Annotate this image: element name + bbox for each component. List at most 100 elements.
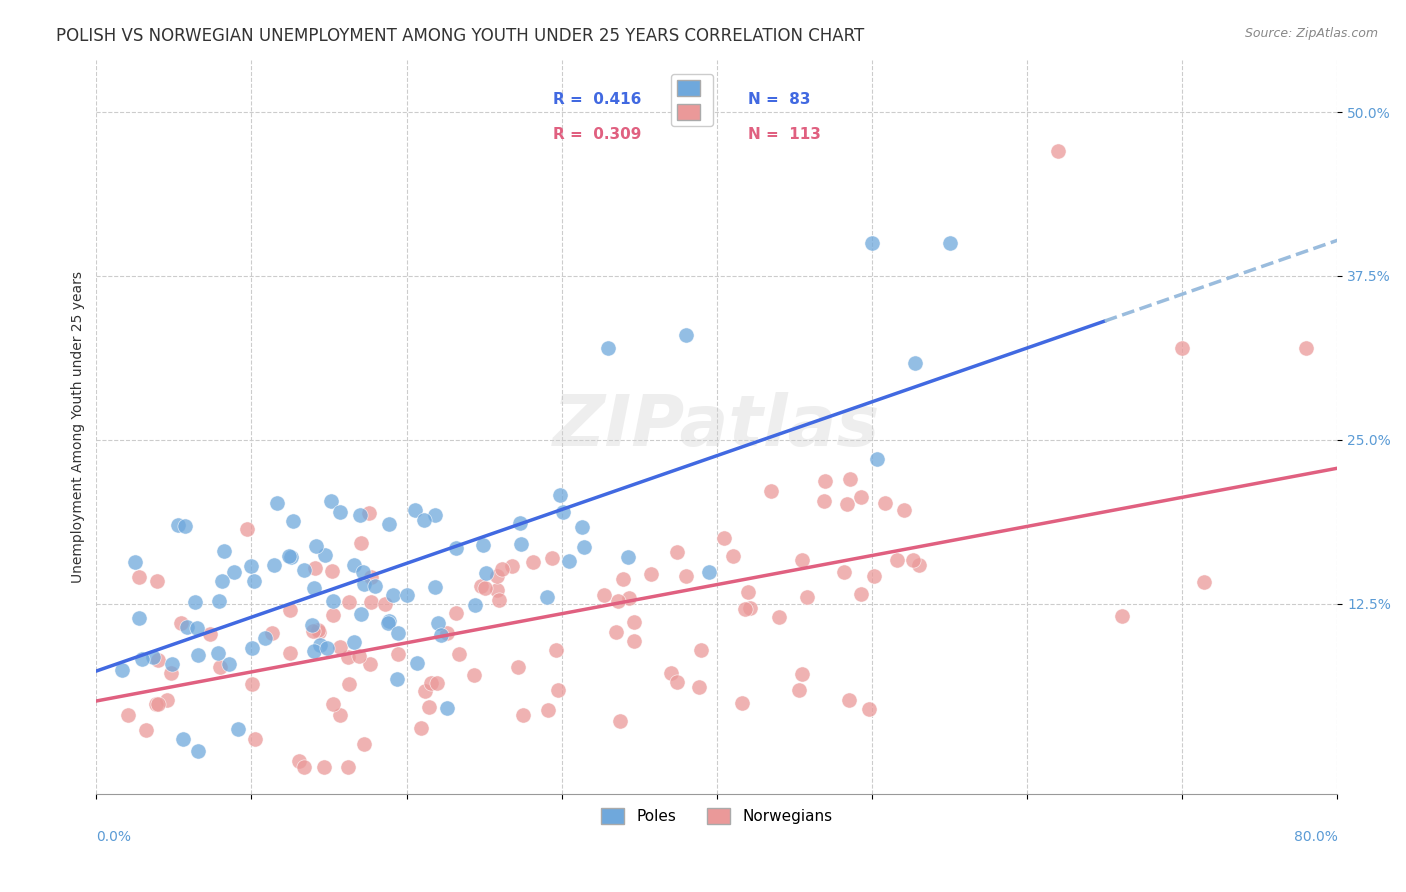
Poles: [304, 644, 326, 658]
Norwegians: [491, 562, 513, 576]
Norwegians: [322, 607, 344, 622]
Norwegians: [814, 475, 837, 489]
Norwegians: [322, 698, 344, 712]
Poles: [172, 732, 194, 747]
Norwegians: [1171, 341, 1194, 355]
Poles: [558, 554, 581, 568]
Norwegians: [337, 677, 360, 691]
Poles: [474, 566, 496, 580]
Norwegians: [623, 634, 645, 648]
Norwegians: [738, 600, 761, 615]
Norwegians: [474, 581, 496, 595]
Norwegians: [485, 568, 508, 582]
Norwegians: [292, 760, 315, 774]
Poles: [301, 618, 323, 632]
Poles: [860, 236, 883, 251]
Poles: [598, 341, 620, 355]
Text: 80.0%: 80.0%: [1294, 830, 1337, 845]
Poles: [263, 558, 285, 572]
Norwegians: [838, 472, 860, 486]
Legend: Poles, Norwegians: Poles, Norwegians: [595, 802, 838, 830]
Poles: [572, 540, 595, 554]
Norwegians: [240, 677, 263, 691]
Norwegians: [501, 559, 523, 574]
Norwegians: [605, 624, 627, 639]
Poles: [343, 635, 366, 649]
Norwegians: [359, 657, 381, 671]
Norwegians: [737, 584, 759, 599]
Norwegians: [411, 721, 433, 735]
Poles: [239, 558, 262, 573]
Poles: [444, 541, 467, 556]
Poles: [321, 494, 343, 508]
Norwegians: [146, 653, 169, 667]
Poles: [551, 505, 574, 519]
Norwegians: [329, 640, 352, 654]
Poles: [426, 615, 449, 630]
Poles: [281, 514, 304, 528]
Norwegians: [278, 646, 301, 660]
Text: N =  113: N = 113: [748, 127, 821, 142]
Poles: [377, 616, 399, 631]
Norwegians: [159, 665, 181, 680]
Poles: [430, 628, 453, 642]
Norwegians: [349, 648, 371, 663]
Poles: [385, 672, 408, 686]
Poles: [697, 565, 720, 579]
Norwegians: [547, 682, 569, 697]
Poles: [211, 574, 233, 588]
Norwegians: [156, 693, 179, 707]
Norwegians: [321, 564, 343, 578]
Norwegians: [360, 570, 382, 584]
Poles: [309, 638, 332, 652]
Norwegians: [792, 666, 814, 681]
Poles: [353, 577, 375, 591]
Norwegians: [768, 609, 790, 624]
Norwegians: [790, 553, 813, 567]
Poles: [382, 588, 405, 602]
Norwegians: [849, 490, 872, 504]
Poles: [904, 356, 927, 370]
Poles: [176, 620, 198, 634]
Norwegians: [606, 594, 628, 608]
Norwegians: [787, 683, 810, 698]
Poles: [436, 700, 458, 714]
Poles: [364, 579, 387, 593]
Poles: [866, 451, 889, 466]
Poles: [160, 657, 183, 672]
Norwegians: [145, 574, 167, 589]
Norwegians: [353, 737, 375, 751]
Norwegians: [336, 760, 359, 774]
Poles: [278, 549, 301, 563]
Poles: [404, 503, 426, 517]
Norwegians: [449, 647, 471, 661]
Poles: [240, 640, 263, 655]
Poles: [222, 565, 245, 579]
Norwegians: [463, 667, 485, 681]
Norwegians: [337, 650, 360, 665]
Norwegians: [592, 588, 614, 602]
Norwegians: [522, 555, 544, 569]
Norwegians: [665, 675, 688, 690]
Norwegians: [418, 700, 440, 714]
Norwegians: [287, 754, 309, 768]
Poles: [343, 558, 366, 573]
Norwegians: [209, 660, 232, 674]
Norwegians: [835, 497, 858, 511]
Norwegians: [135, 723, 157, 738]
Poles: [314, 548, 336, 562]
Poles: [242, 574, 264, 588]
Text: Source: ZipAtlas.com: Source: ZipAtlas.com: [1244, 27, 1378, 40]
Norwegians: [301, 624, 323, 638]
Poles: [186, 621, 208, 635]
Poles: [509, 516, 531, 531]
Norwegians: [1047, 145, 1070, 159]
Poles: [352, 565, 374, 579]
Norwegians: [1111, 608, 1133, 623]
Poles: [292, 563, 315, 577]
Poles: [142, 650, 165, 665]
Poles: [423, 508, 446, 523]
Norwegians: [640, 567, 662, 582]
Norwegians: [838, 692, 860, 706]
Poles: [187, 648, 209, 662]
